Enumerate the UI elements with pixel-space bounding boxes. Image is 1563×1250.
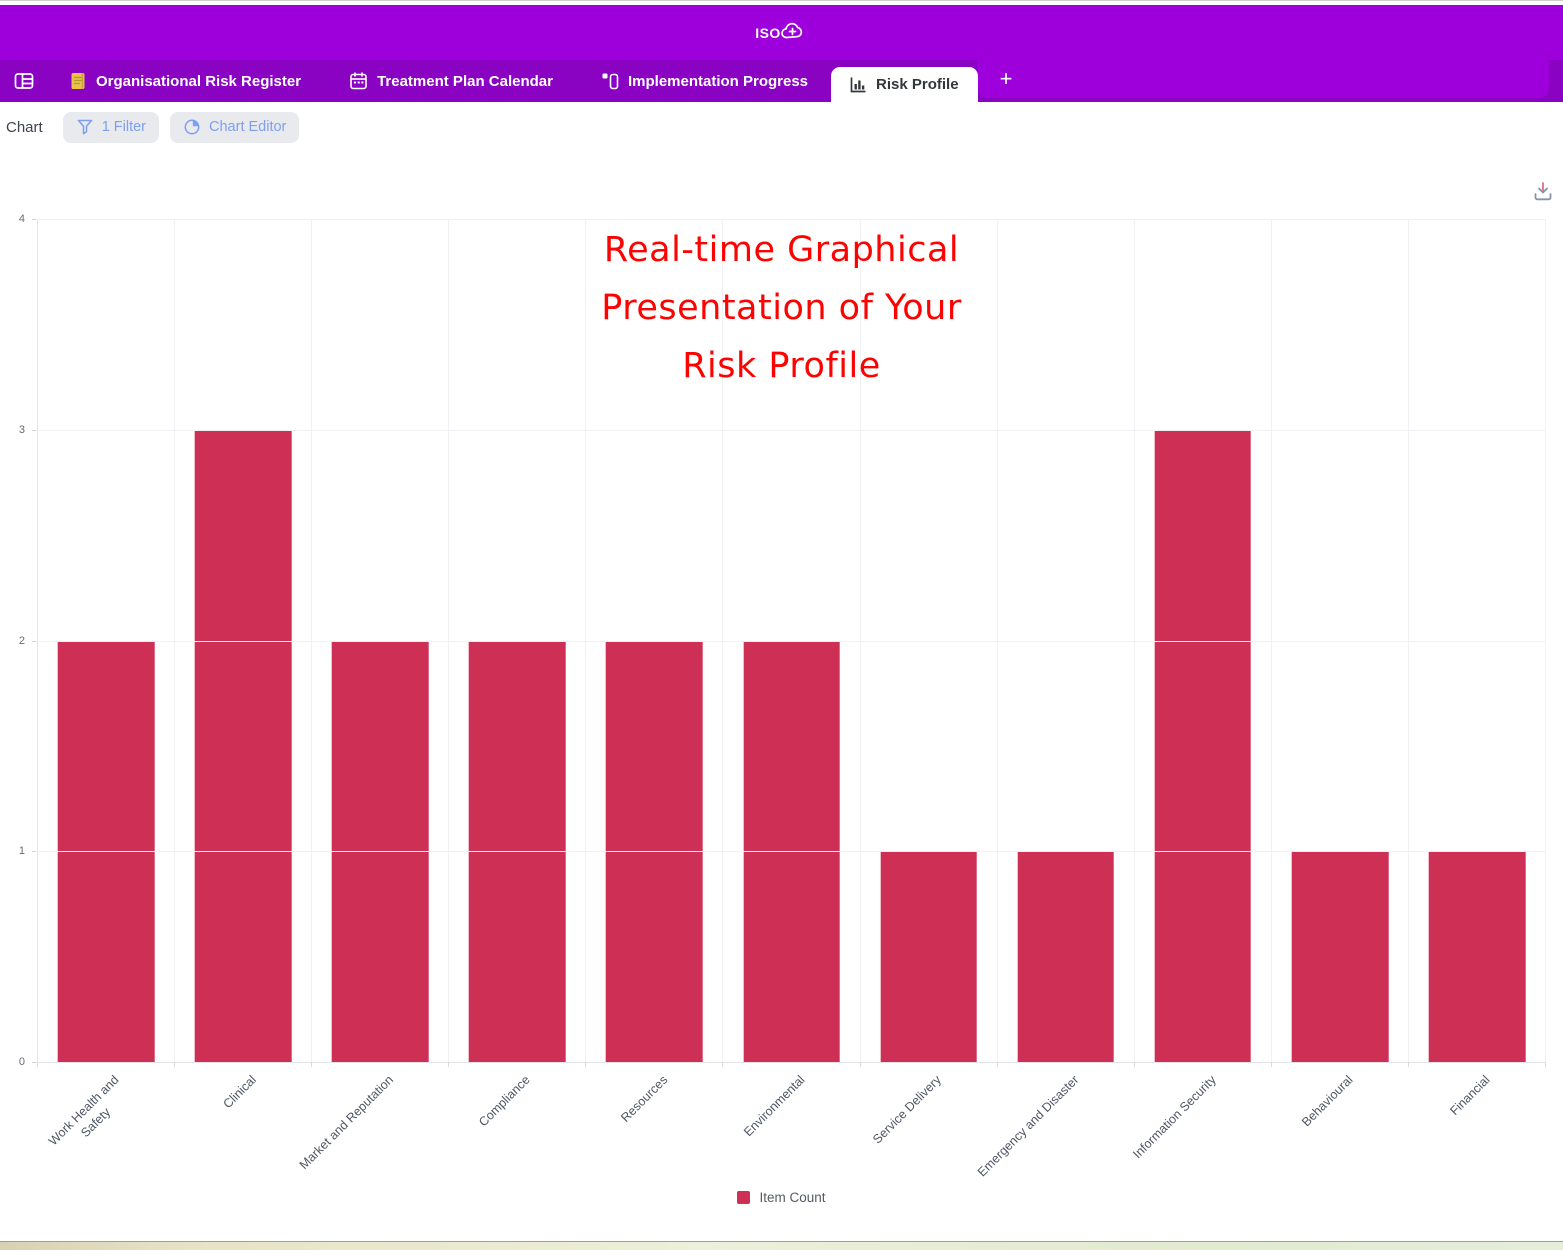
pie-chart-icon [184, 119, 200, 135]
chart-editor-button[interactable]: Chart Editor [170, 111, 300, 143]
annotation-line: Risk Profile [682, 346, 881, 386]
filter-funnel-icon [77, 119, 92, 135]
gridline [38, 219, 1546, 220]
legend-item-item-count[interactable]: Item Count [737, 1190, 826, 1205]
y-tick-label: 4 [18, 213, 25, 225]
document-icon [71, 73, 85, 89]
tab-label: Risk Profile [876, 76, 959, 93]
annotation-line: Presentation of Your [601, 288, 962, 328]
app-logo: ISO [755, 22, 808, 43]
kanban-icon [602, 73, 619, 89]
bar-service-delivery[interactable] [880, 851, 977, 1062]
gridline [38, 640, 1546, 642]
bar-chart-icon [850, 77, 866, 93]
table-grid-icon [14, 73, 34, 89]
y-tick-mark [32, 851, 36, 853]
tab-label: Implementation Progress [627, 72, 809, 90]
logo-text: ISO [755, 24, 781, 41]
category-column: Clinical [175, 219, 313, 1111]
gridline [38, 851, 1546, 853]
chart-toolbar: Chart 1 Filter Chart Editor [0, 102, 1563, 152]
bar-information-security[interactable] [1154, 429, 1252, 1062]
y-tick-label: 1 [18, 845, 25, 858]
filter-button[interactable]: 1 Filter [62, 111, 160, 143]
plot-area: Work Health and Safety Clinical Market and… [37, 219, 1547, 1179]
bar-clinical[interactable] [194, 429, 292, 1062]
download-chart-button[interactable] [1531, 178, 1557, 204]
y-tick-label: 2 [18, 634, 25, 647]
calendar-icon [350, 72, 367, 90]
window-bottom-edge [0, 1241, 1563, 1250]
window-top-edge [0, 0, 1563, 6]
y-tick-mark [32, 219, 36, 220]
y-axis: 0 1 2 3 4 [0, 213, 37, 1068]
legend-swatch [737, 1191, 751, 1204]
filter-button-label: 1 Filter [101, 119, 147, 135]
y-tick-mark [32, 1062, 36, 1063]
tab-bar-spacer: + [977, 60, 1549, 98]
app-header: ISO [0, 5, 1563, 60]
chart-legend: Item Count [0, 1190, 1563, 1205]
bar-emergency-and-disaster[interactable] [1017, 851, 1115, 1062]
bar-financial[interactable] [1428, 851, 1526, 1062]
y-tick-label: 0 [18, 1056, 25, 1068]
tab-label: Treatment Plan Calendar [377, 72, 553, 90]
tab-risk-profile-active[interactable]: Risk Profile [831, 67, 978, 102]
legend-label: Item Count [759, 1190, 826, 1205]
tab-implementation-progress[interactable]: Implementation Progress [584, 60, 825, 102]
annotation-line: Real-time Graphical [603, 230, 960, 270]
cloud-plus-icon [780, 22, 803, 38]
bar-behavioural[interactable] [1291, 851, 1389, 1062]
download-icon [1534, 182, 1552, 201]
view-label: Chart [6, 118, 43, 136]
y-tick-mark [32, 640, 36, 642]
tab-treatment-plan-calendar[interactable]: Treatment Plan Calendar [332, 60, 570, 102]
tab-organisational-risk-register[interactable]: Organisational Risk Register [52, 60, 318, 102]
chart-editor-button-label: Chart Editor [209, 119, 287, 135]
y-tick-label: 3 [18, 423, 25, 436]
gridline [38, 429, 1546, 431]
chart-annotation: Real-time Graphical Presentation of Your… [601, 221, 962, 395]
tab-bar: Organisational Risk Register Treatment P… [0, 60, 1563, 102]
grid-view-switcher[interactable] [12, 69, 36, 93]
tab-label: Organisational Risk Register [96, 72, 302, 90]
add-tab-button[interactable]: + [999, 66, 1013, 91]
category-column: Behavioural [1272, 219, 1410, 1129]
y-tick-mark [32, 429, 36, 431]
